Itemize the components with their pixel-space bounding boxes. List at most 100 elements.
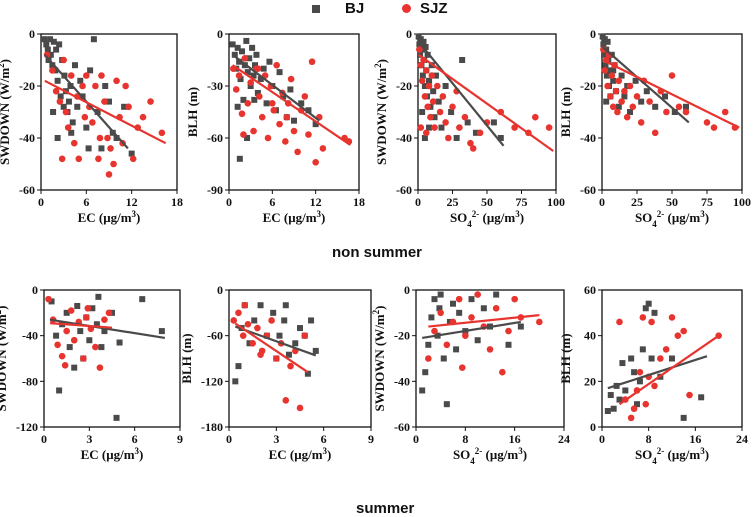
sjz-point [417, 124, 425, 131]
bj-point [453, 346, 460, 353]
sjz-point [615, 77, 623, 85]
sjz-fit-line [231, 64, 351, 146]
bj-point [450, 300, 456, 307]
x-tick-label-s-ec-swdown: 0 [41, 432, 47, 446]
sjz-point [256, 93, 263, 100]
bj-point [240, 96, 247, 103]
bj-point [280, 93, 287, 100]
bj-point [619, 360, 626, 367]
bj-point [680, 414, 687, 421]
sjz-point [254, 65, 262, 72]
bj-point [610, 67, 617, 74]
sjz-point [257, 351, 264, 358]
bj-point [43, 41, 50, 48]
x-tick-label-s-ec-blh: 3 [273, 432, 279, 446]
sjz-point [258, 113, 266, 121]
sjz-point [105, 309, 113, 317]
y-tick-label-s-ec-blh: 0 [217, 283, 223, 297]
sjz-point [545, 124, 553, 131]
sjz-point [614, 108, 621, 116]
x-tick-label-s-so4-swdown: 8 [462, 432, 468, 446]
sjz-point [244, 320, 252, 328]
bj-point [442, 83, 449, 89]
sjz-point [668, 72, 676, 79]
sjz-point [296, 404, 304, 412]
y-tick-label-ns-ec-swdown: -60 [19, 183, 35, 197]
x-tick-label-ns-ec-blh: 0 [226, 195, 232, 209]
bj-point [616, 396, 623, 403]
bj-point [497, 135, 504, 141]
bj-point [47, 36, 54, 43]
sjz-point [273, 61, 280, 69]
bj-point [432, 72, 439, 79]
sjz-point [96, 364, 104, 371]
sjz-point [425, 355, 432, 362]
bj-point [436, 305, 443, 312]
sjz-point [308, 58, 316, 66]
bj-point [266, 58, 273, 65]
sjz-point [273, 355, 280, 362]
bj-point [257, 302, 264, 309]
sjz-point [232, 86, 240, 93]
sjz-point [657, 355, 664, 362]
x-tick-label-ns-ec-blh: 12 [310, 195, 322, 209]
y-tick-label-s-ec-swdown: -80 [22, 374, 38, 388]
bj-point [431, 114, 438, 121]
bj-point [643, 88, 650, 95]
sjz-point [305, 131, 312, 138]
sjz-point [627, 414, 635, 422]
sjz-point [425, 82, 433, 90]
x-tick-label-ns-ec-blh: 18 [353, 195, 365, 209]
y-tick-label-s-ec-swdown: -120 [16, 420, 38, 434]
y-tick-label-s-ec-blh: -120 [201, 374, 223, 388]
bj-point [106, 98, 112, 105]
bj-fit-line [231, 53, 320, 122]
sjz-point [630, 405, 638, 413]
bj-point [276, 69, 283, 76]
bj-point [236, 58, 243, 65]
sjz-point [492, 304, 500, 312]
sjz-point [421, 93, 429, 100]
sjz-point [70, 336, 78, 344]
y-tick-label-ns-so4-blh: -40 [580, 131, 596, 145]
bj-point [74, 302, 81, 309]
y-axis-title-ns-ec-swdown: SWDOWN (W/m2) [0, 59, 12, 165]
x-tick-label-ns-so4-blh: 0 [599, 195, 605, 209]
sjz-point [56, 98, 64, 105]
bj-point [244, 135, 251, 141]
bj-point [603, 72, 610, 79]
bj-point [426, 77, 433, 84]
sjz-point [270, 106, 278, 114]
bj-point [121, 103, 128, 110]
sjz-fit-line [602, 59, 740, 129]
bj-point [60, 103, 67, 110]
summer-title: summer [356, 500, 415, 517]
sjz-fit-line [418, 53, 554, 152]
bj-point [47, 51, 54, 58]
sjz-point [511, 124, 518, 131]
sjz-point [276, 120, 283, 128]
sjz-point [422, 67, 430, 74]
y-tick-label-s-ec-blh: -180 [201, 420, 223, 434]
bj-point [638, 98, 645, 105]
bj-point [648, 355, 655, 362]
bj-point [68, 129, 75, 136]
bj-point [618, 72, 625, 79]
bj-point [54, 77, 61, 84]
sjz-point [96, 134, 104, 142]
bj-point [312, 347, 319, 354]
sjz-point [505, 327, 512, 335]
x-axis-title-s-ec-swdown: EC (μg/m3) [81, 446, 144, 462]
sjz-fit-line [49, 322, 113, 329]
bj-point [419, 387, 426, 394]
sjz-point [110, 160, 117, 168]
y-tick-label-s-ec-swdown: -40 [22, 329, 38, 343]
sjz-fit-line [234, 322, 309, 374]
bj-point [420, 38, 427, 45]
sjz-point [122, 82, 129, 90]
bj-point [74, 103, 81, 110]
sjz-point [244, 100, 252, 107]
sjz-point [604, 82, 611, 90]
sjz-point [442, 119, 449, 126]
sjz-point [443, 341, 451, 349]
